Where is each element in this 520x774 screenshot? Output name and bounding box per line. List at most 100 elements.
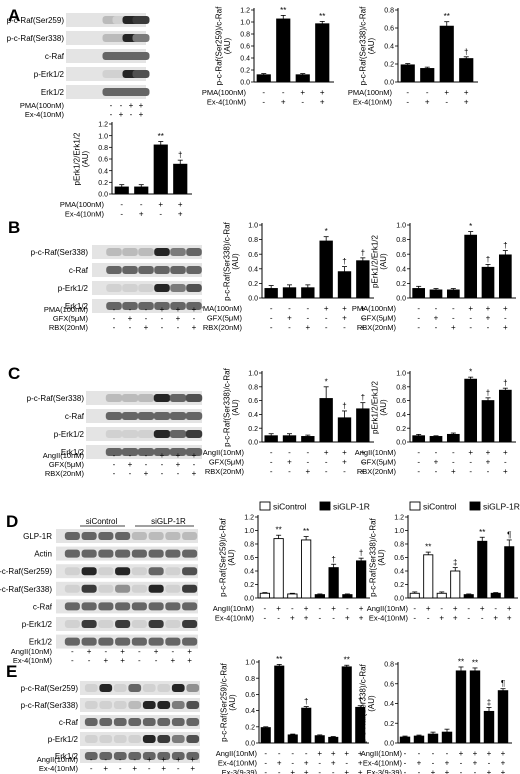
- bar: [173, 163, 188, 195]
- blot-condition-label: AngII(10nM): [43, 451, 85, 460]
- significance-mark: †: [304, 697, 308, 706]
- condition-sign: -: [435, 448, 438, 457]
- condition-sign: -: [262, 88, 265, 97]
- blot-condition-sign: -: [90, 755, 93, 764]
- blot-band: [148, 584, 164, 593]
- condition-sign: +: [324, 304, 329, 313]
- condition-sign: +: [486, 314, 491, 323]
- bar: [282, 435, 297, 443]
- condition-sign: +: [486, 448, 491, 457]
- blot-band: [113, 752, 127, 760]
- bar-chart-11: 0.0 0.2 0.4 0.6 0.8 p-c-Raf(Ser338)/c-Raf (AU)…: [359, 657, 512, 774]
- blot-band: [142, 735, 156, 743]
- blot-band: [142, 684, 156, 692]
- blot-row-label: p-c-Raf(Ser259): [7, 16, 65, 25]
- condition-sign: +: [281, 98, 286, 107]
- blot-band: [106, 248, 122, 256]
- condition-label: AngII(10nM): [355, 448, 397, 457]
- y-tick-label: 1.2: [98, 122, 108, 129]
- blot-band: [99, 701, 113, 709]
- y-tick-label: 1.0: [394, 528, 404, 535]
- blot-condition-sign: -: [130, 110, 133, 119]
- y-tick-label: 0.8: [396, 384, 406, 391]
- legend-swatch: [409, 501, 421, 511]
- blot-band: [105, 412, 123, 420]
- blot-band: [169, 394, 187, 402]
- condition-sign: +: [444, 88, 449, 97]
- condition-label: AngII(10nM): [213, 604, 255, 613]
- condition-sign: -: [418, 768, 421, 774]
- y-axis-label: p-c-Raf(Ser338)/c-Raf: [369, 517, 378, 596]
- panel-letter-c: C: [8, 364, 21, 383]
- condition-sign: -: [325, 323, 328, 332]
- blot-band: [121, 394, 139, 402]
- condition-sign: +: [305, 467, 310, 476]
- panel-letter-a: A: [8, 6, 21, 25]
- condition-sign: -: [120, 200, 123, 209]
- blot-band: [142, 718, 156, 726]
- condition-sign: -: [306, 458, 309, 467]
- y-tick-label: 0.2: [384, 62, 394, 69]
- condition-sign: -: [460, 759, 463, 768]
- blot-condition-label: Ex-4(10nM): [13, 656, 53, 665]
- y-tick-label: 0.6: [248, 398, 258, 405]
- blot-band: [84, 684, 98, 692]
- condition-sign: -: [418, 749, 421, 758]
- y-tick-label: 0.4: [245, 708, 255, 715]
- blot-condition-sign: -: [145, 314, 148, 323]
- blot-condition-label: PMA(100nM): [44, 305, 89, 314]
- condition-sign: +: [487, 768, 492, 774]
- blot-band: [138, 248, 154, 256]
- condition-sign: +: [300, 88, 305, 97]
- blot-condition-sign: +: [160, 305, 165, 314]
- condition-sign: -: [305, 749, 308, 758]
- condition-sign: -: [417, 323, 420, 332]
- blot-band: [84, 735, 98, 743]
- condition-sign: -: [435, 323, 438, 332]
- y-axis-label: (AU): [379, 253, 388, 270]
- condition-sign: -: [432, 759, 435, 768]
- condition-sign: -: [325, 467, 328, 476]
- bar: [319, 398, 333, 443]
- blot-band: [132, 16, 150, 24]
- y-tick-label: 0.8: [384, 8, 394, 15]
- significance-mark: ‡: [453, 558, 457, 567]
- y-axis-label: (AU): [379, 399, 388, 416]
- blot-band: [186, 248, 202, 256]
- condition-sign: +: [290, 614, 295, 623]
- blot-band: [142, 701, 156, 709]
- y-tick-label: 0.2: [248, 426, 258, 433]
- condition-label: RBX(20nM): [203, 323, 243, 332]
- blot-band: [98, 567, 114, 576]
- blot-band: [98, 549, 114, 558]
- condition-sign: -: [469, 458, 472, 467]
- bar: [259, 592, 271, 599]
- blot-condition-sign: +: [161, 764, 166, 773]
- y-tick-label: 1.2: [240, 8, 250, 15]
- condition-label: PMA(100nM): [202, 88, 247, 97]
- condition-sign: +: [445, 768, 450, 774]
- condition-sign: -: [452, 314, 455, 323]
- bar: [273, 538, 284, 599]
- blot-row-label: c-Raf: [45, 52, 65, 61]
- panel-letter-b: B: [8, 218, 21, 237]
- significance-mark: ‡: [487, 698, 491, 707]
- blot-band: [64, 602, 80, 611]
- blot-condition-label: GFX(5μM): [53, 314, 89, 323]
- significance-mark: **: [280, 6, 286, 15]
- blot-condition-sign: +: [192, 469, 197, 478]
- bar: [314, 594, 326, 599]
- blot-condition-sign: -: [177, 764, 180, 773]
- y-axis-label: (AU): [377, 549, 386, 566]
- y-axis-label: (AU): [367, 37, 376, 54]
- condition-sign: -: [278, 749, 281, 758]
- condition-sign: +: [360, 304, 365, 313]
- blot-band: [165, 549, 181, 558]
- blot-row-label: p-Erk1/2: [58, 284, 89, 293]
- blot-condition-sign: +: [103, 764, 108, 773]
- significance-mark: ¶: [507, 530, 511, 539]
- y-tick-label: 0.0: [384, 741, 394, 748]
- significance-mark: **: [472, 658, 478, 667]
- condition-sign: +: [158, 200, 163, 209]
- y-tick-label: 1.0: [396, 223, 406, 230]
